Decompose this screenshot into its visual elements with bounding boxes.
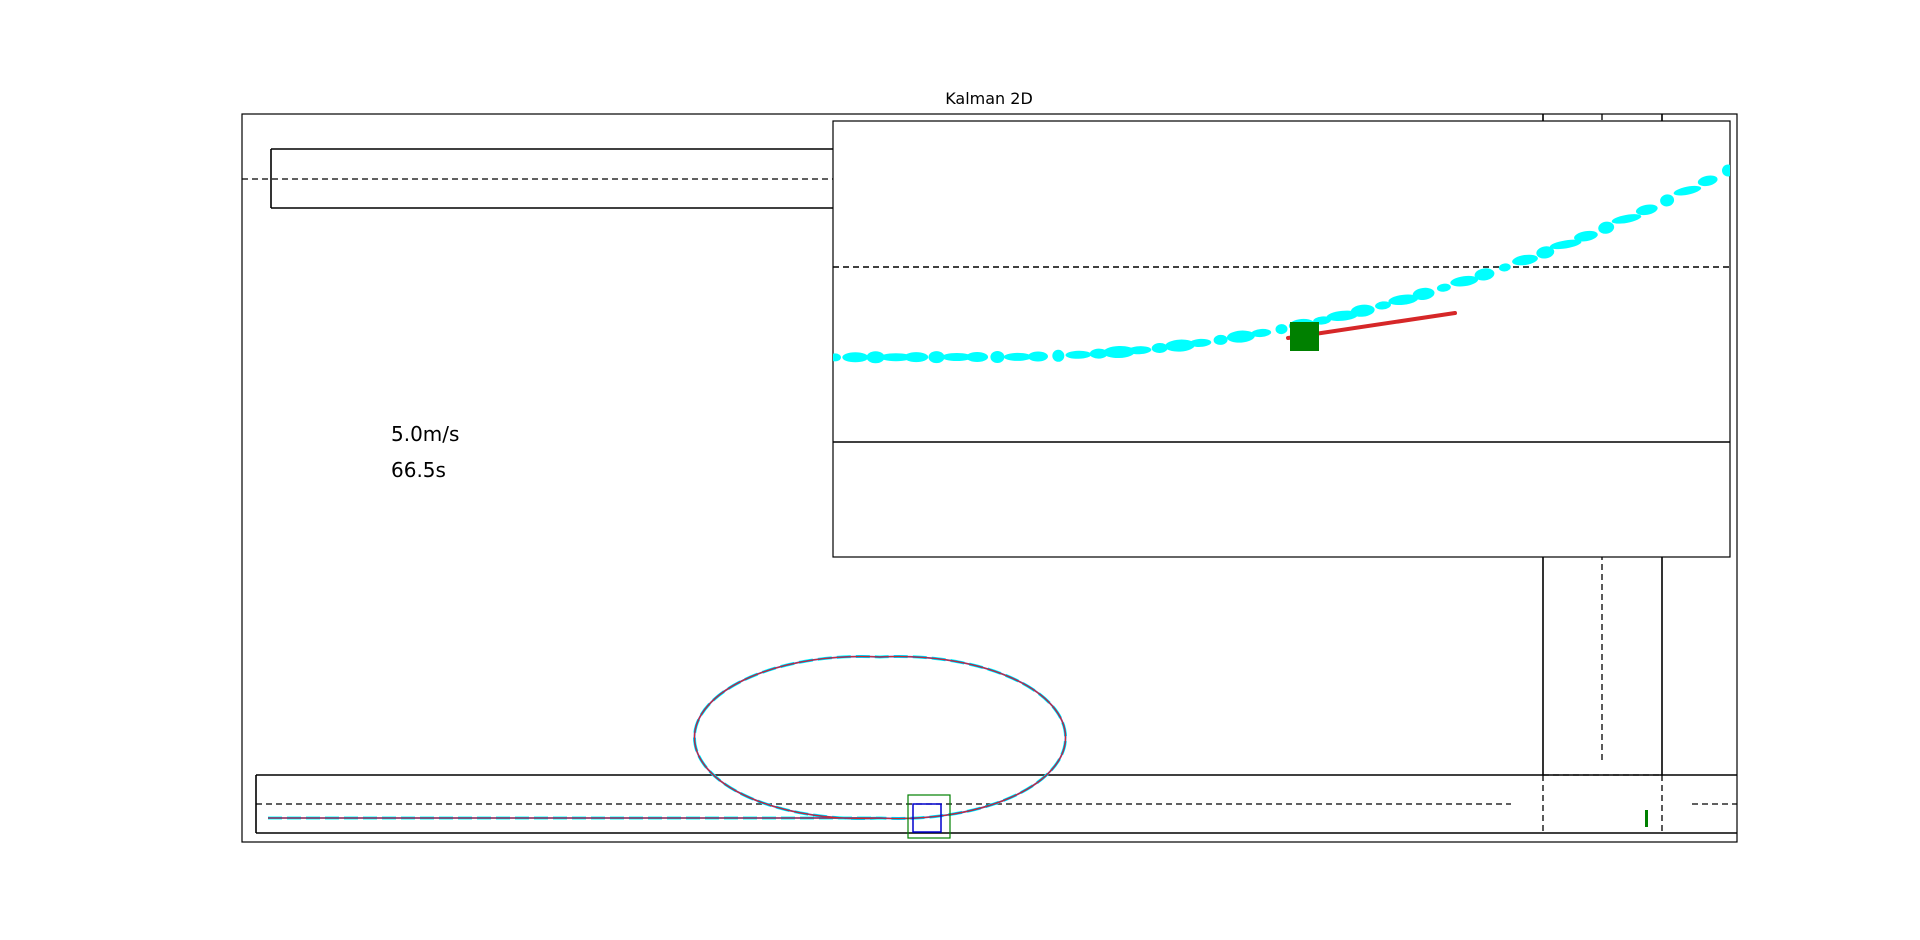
inset-measurement-point [1052,349,1065,362]
inset-view-box [912,803,942,833]
path-trace [268,656,1066,819]
inset-measurement-point [1512,254,1538,266]
inset-measurement-point [1275,324,1288,335]
inset-measurement-point [1028,351,1048,362]
inset-measurement-point [1450,275,1479,287]
inset-measurement-point [928,351,945,364]
time-annotation: 66.5s [391,458,446,482]
inset-background [832,120,1731,558]
inset-measurement-point [966,352,989,362]
main-axes-frame [241,113,1738,843]
inset-measurement-point [1375,301,1391,310]
inset-measurement-point [1574,230,1598,242]
inset-measurement-point [1412,287,1435,301]
inset-measurement-point [1251,328,1272,338]
inset-measurement-point [904,352,929,363]
inset-measurement-point [842,352,869,363]
inset-measurements [833,164,1730,364]
inset-measurement-point [1127,346,1152,355]
inset-measurement-point [866,351,885,364]
inset-measurement-point [1089,348,1108,359]
inset-measurement-point [1498,263,1511,272]
inset-measurement-point [1722,164,1730,177]
inset-measurement-point [1673,185,1702,196]
estimate-trace [268,655,1067,820]
inset-measurement-point [1474,268,1495,281]
inset-axes [832,120,1731,558]
inset-measurement-point [833,353,841,362]
ego-vehicle-marker [1290,322,1319,351]
inset-measurement-point [1549,239,1582,250]
chart-title: Kalman 2D [945,89,1033,108]
inset-measurement-point [1350,304,1375,317]
inset-measurement-point [1103,345,1136,359]
inset-measurement-point [1003,352,1032,361]
inset-measurement-point [879,353,912,362]
other-vehicle-marker [1645,810,1648,827]
inset-measurement-point [990,351,1005,363]
inset-measurement-point [1388,294,1419,306]
inset-measurement-point [1598,221,1615,234]
inset-measurement-point [1165,339,1195,352]
inset-measurement-point [1611,214,1642,224]
inset-measurement-point [1436,283,1451,292]
inset-measurement-point [1151,342,1168,354]
zoom-region-box [907,794,951,839]
inset-measurement-point [1226,330,1255,343]
inset-measurement-point [1189,338,1212,347]
inset-measurement-point [941,353,972,361]
inset-measurement-point [1065,350,1092,359]
trajectory [268,655,1067,820]
measurement-trace [268,655,1067,820]
inset-measurement-point [1697,175,1718,187]
inset-measurement-point [1536,246,1555,259]
inset-measurement-point [1326,310,1359,322]
inset-measurement-point [1213,334,1228,345]
inset-measurement-point [1660,194,1675,207]
inset-measurement-point [1635,204,1658,216]
speed-annotation: 5.0m/s [391,422,459,446]
